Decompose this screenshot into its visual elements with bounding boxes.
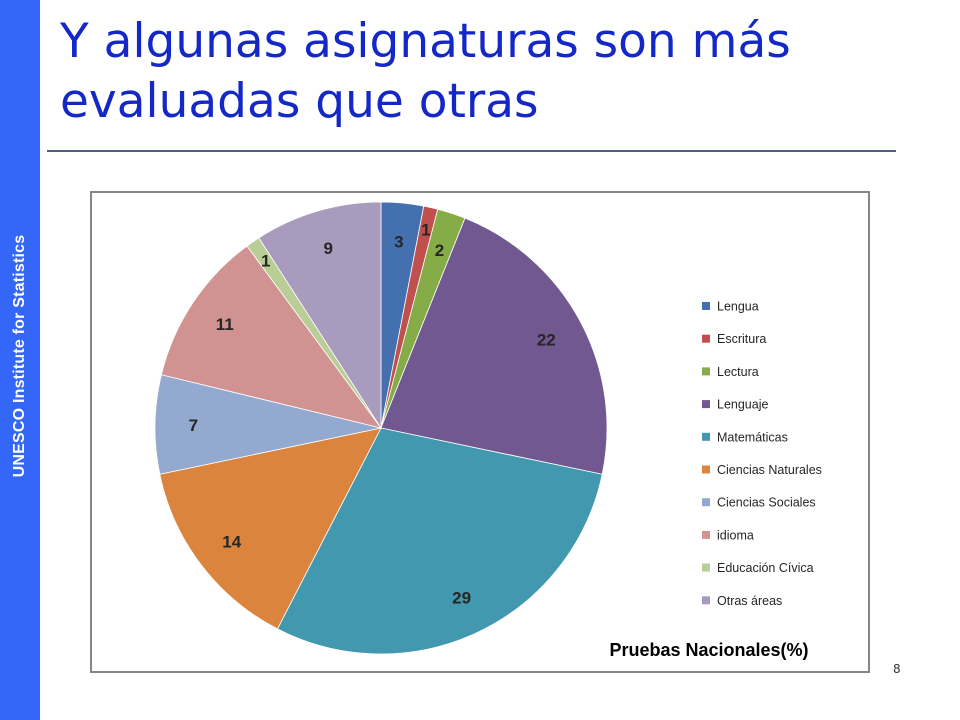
chart-title: Pruebas Nacionales(%) [609, 640, 808, 660]
legend-swatch [702, 530, 710, 539]
pie-slices [154, 201, 608, 655]
legend-swatch [702, 596, 710, 605]
legend-swatch [702, 334, 710, 343]
pie-data-label: 3 [394, 232, 403, 251]
legend-swatch [702, 400, 710, 409]
pie-slice-idioma [160, 245, 382, 429]
legend-label: Escritura [717, 332, 766, 346]
legend-label: Educación Cívica [717, 561, 814, 575]
legend-swatch [702, 563, 710, 572]
legend-label: Lenguaje [717, 398, 768, 412]
legend-swatch [702, 432, 710, 441]
pie-slice-ciencias-sociales [154, 374, 382, 475]
legend-label: Otras áreas [717, 594, 782, 608]
pie-data-label: 9 [323, 239, 332, 258]
pie-data-label: 11 [216, 315, 234, 334]
legend-swatch [702, 302, 710, 310]
pie-data-label: 1 [261, 252, 270, 271]
legend-label: Ciencias Sociales [717, 496, 816, 510]
pie-data-label: 7 [189, 416, 198, 435]
slide-title: Y algunas asignaturas son más evaluadas … [60, 14, 791, 129]
legend-label: Lengua [717, 300, 759, 314]
sidebar: UNESCO Institute for Statistics [0, 0, 40, 720]
pie-slice-ciencias-naturales [159, 427, 382, 630]
legend-label: Matemáticas [717, 430, 788, 444]
legend-label: Ciencias Naturales [717, 463, 822, 477]
pie-data-label: 1 [421, 221, 430, 240]
sidebar-label: UNESCO Institute for Statistics [11, 234, 28, 478]
pie-data-label: 22 [537, 330, 556, 349]
pie-data-label: 2 [435, 241, 444, 260]
legend-swatch [702, 465, 710, 474]
pie-data-label: 29 [452, 588, 471, 607]
pie-slice-otras-reas [258, 201, 382, 430]
legend-label: idioma [717, 528, 754, 542]
pie-chart-frame: 3 1 2 22 29 14 7 11 1 9 Lengua Escritura Lectura Len… [90, 191, 870, 673]
title-divider [47, 150, 896, 152]
pie-slice-matem-ticas [276, 427, 603, 655]
legend-swatch [702, 498, 710, 507]
legend-label: Lectura [717, 365, 759, 379]
pie-data-label: 14 [222, 533, 241, 552]
page-number: 8 [893, 662, 901, 676]
legend-swatch [702, 367, 710, 376]
pie-slice-lenguaje [380, 217, 608, 475]
chart-legend: Lengua Escritura Lectura Lenguaje Matemática… [702, 300, 822, 608]
